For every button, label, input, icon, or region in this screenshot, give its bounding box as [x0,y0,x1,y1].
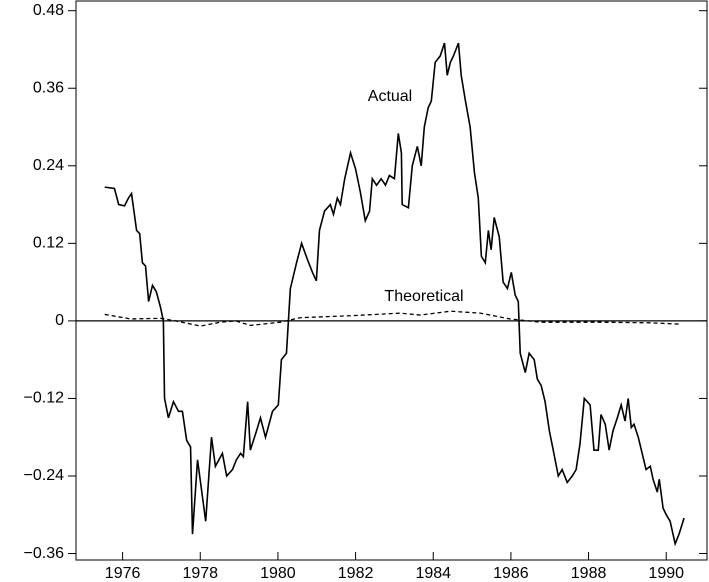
x-tick-label: 1988 [571,565,607,582]
line-actual [104,42,685,547]
x-tick-label: 1980 [260,565,296,582]
y-tick-label: −0.12 [24,390,65,407]
x-tick-label: 1986 [493,565,529,582]
plot-frame [75,0,708,561]
y-tick-label: 0.36 [33,79,64,96]
x-tick-label: 1982 [338,565,374,582]
y-tick-label: −0.36 [24,545,65,562]
y-tick-label: 0.12 [33,235,64,252]
x-tick-label: 1984 [415,565,451,582]
y-tick-label: −0.24 [24,467,65,484]
x-tick-label: 1978 [182,565,218,582]
y-tick-label: 0.48 [33,2,64,19]
x-tick-label: 1990 [648,565,684,582]
line-theoretical [104,310,681,327]
y-tick-label: 0 [55,312,64,329]
annotation: Actual [368,88,412,105]
x-tick-label: 1976 [105,565,141,582]
y-tick-label: 0.24 [33,157,64,174]
annotation: Theoretical [384,288,463,305]
